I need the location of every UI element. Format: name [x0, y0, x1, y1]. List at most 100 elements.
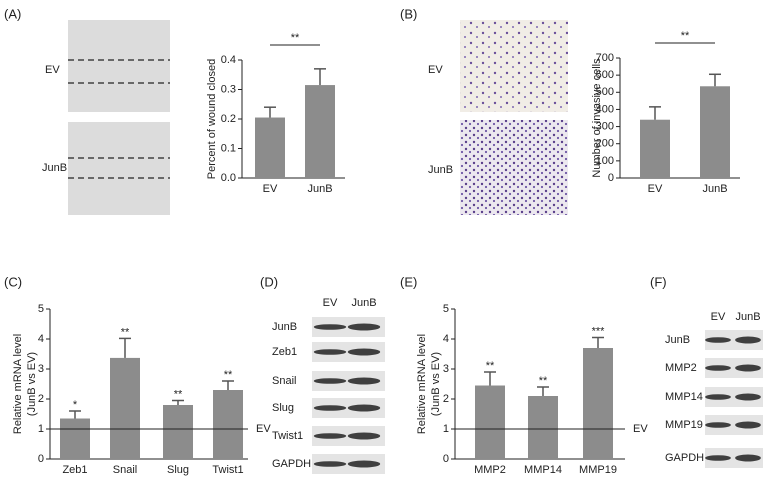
significance: **: [681, 30, 690, 42]
y-tick-label: 500: [596, 86, 614, 98]
y-tick-label: 700: [596, 52, 614, 64]
y-tick-label: 0: [443, 453, 449, 465]
blot-strip: [705, 330, 763, 350]
y-tick-label: 100: [596, 155, 614, 167]
row-label: Snail: [272, 375, 296, 387]
bar: [163, 405, 193, 459]
x-tick-label: MMP19: [579, 464, 617, 476]
y-tick-label: 4: [443, 333, 449, 345]
x-tick-label: Slug: [167, 464, 189, 476]
bar: [640, 119, 670, 178]
panel-label: (D): [260, 274, 278, 289]
blot-band: [347, 432, 381, 440]
row-label: MMP19: [665, 419, 703, 431]
significance: **: [539, 375, 548, 387]
panel-label: (E): [400, 274, 417, 289]
row-label: EV: [428, 64, 443, 76]
y-tick-label: 0: [608, 172, 614, 184]
bar: [700, 86, 730, 178]
panel-label: (B): [400, 6, 417, 21]
y-tick-label: 0.3: [221, 83, 236, 95]
y-tick-label: 4: [38, 333, 44, 345]
bar: [305, 85, 335, 178]
bar: [213, 390, 243, 459]
blot-band: [735, 421, 761, 429]
blot-strip: [705, 358, 763, 378]
y-tick-label: 0.0: [221, 172, 236, 184]
x-tick-label: JunB: [307, 183, 332, 195]
x-tick-label: EV: [648, 183, 663, 195]
blot-band: [347, 323, 381, 331]
row-label: JunB: [272, 321, 297, 333]
significance: **: [174, 388, 183, 400]
bar: [528, 396, 558, 459]
y-tick-label: 300: [596, 120, 614, 132]
row-label: MMP2: [665, 362, 697, 374]
lane-label: EV: [323, 297, 338, 309]
y-tick-label: 0: [38, 453, 44, 465]
blot-band: [313, 378, 347, 384]
y-tick-label: 5: [443, 303, 449, 315]
row-label: Zeb1: [272, 346, 297, 358]
row-label: Twist1: [272, 430, 303, 442]
y-tick-label: 0.2: [221, 113, 236, 125]
y-tick-label: 3: [443, 363, 449, 375]
row-label: GAPDH: [665, 452, 704, 464]
y-axis-label: (JunB vs EV): [430, 352, 442, 416]
blot-band: [705, 394, 731, 400]
blot-band: [735, 454, 761, 462]
blot-band: [705, 422, 731, 428]
y-tick-label: 3: [38, 363, 44, 375]
lane-label: JunB: [351, 297, 376, 309]
x-tick-label: JunB: [702, 183, 727, 195]
y-tick-label: 600: [596, 69, 614, 81]
blot-band: [347, 460, 381, 468]
blot-band: [313, 433, 347, 439]
blot-band: [313, 349, 347, 355]
blot-band: [735, 364, 761, 372]
x-tick-label: Snail: [113, 464, 137, 476]
micrograph: [460, 20, 568, 112]
blot-strip: [705, 448, 763, 468]
row-label: GAPDH: [272, 458, 311, 470]
y-axis-label: Number of invasive cells: [591, 58, 603, 178]
y-tick-label: 1: [443, 423, 449, 435]
bar: [583, 348, 613, 459]
y-tick-label: 1: [38, 423, 44, 435]
bar: [475, 385, 505, 459]
row-label: JunB: [428, 164, 453, 176]
lane-label: EV: [711, 311, 726, 323]
row-label: JunB: [42, 162, 67, 174]
blot-band: [313, 461, 347, 467]
reference-label: EV: [256, 423, 271, 435]
micrograph: [68, 122, 170, 215]
bar: [60, 418, 90, 459]
row-label: MMP14: [665, 391, 703, 403]
row-label: JunB: [665, 334, 690, 346]
y-tick-label: 0.4: [221, 54, 236, 66]
blot-band: [735, 393, 761, 401]
lane-label: JunB: [735, 311, 760, 323]
micrograph: [460, 120, 568, 215]
significance: **: [224, 369, 233, 381]
blot-band: [705, 365, 731, 371]
blot-strip: [705, 415, 763, 435]
significance: *: [73, 399, 78, 411]
significance: **: [486, 360, 495, 372]
panel-label: (C): [4, 274, 22, 289]
y-axis-label: Relative mRNA level: [12, 334, 24, 434]
x-tick-label: Zeb1: [62, 464, 87, 476]
y-tick-label: 2: [38, 393, 44, 405]
blot-band: [313, 405, 347, 411]
y-tick-label: 2: [443, 393, 449, 405]
significance: **: [291, 32, 300, 44]
y-axis-label: (JunB vs EV): [26, 352, 38, 416]
blot-band: [705, 337, 731, 343]
row-label: EV: [45, 64, 60, 76]
y-tick-label: 0.1: [221, 142, 236, 154]
y-tick-label: 200: [596, 138, 614, 150]
blot-strip: [705, 387, 763, 407]
blot-band: [735, 336, 761, 344]
y-axis-label: Relative mRNA level: [416, 334, 428, 434]
reference-label: EV: [633, 423, 648, 435]
